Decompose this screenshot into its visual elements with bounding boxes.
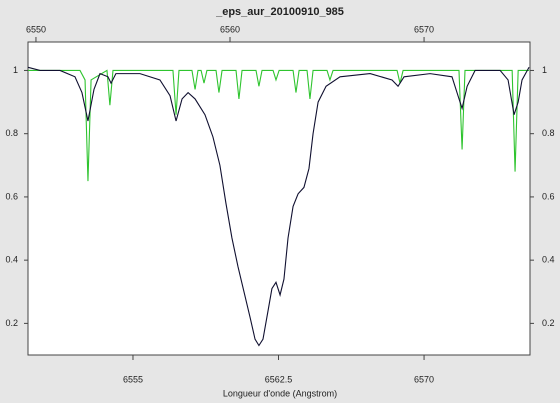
y-tick-label: 0.6 [5,191,18,201]
y2-tick-label: 0.2 [542,318,555,328]
x2-tick-label: 6550 [26,24,46,34]
y2-tick-label: 0.4 [542,255,555,265]
x2-tick-label: 6560 [220,24,240,34]
x-axis-label: Longueur d'onde (Angstrom) [223,388,337,398]
x-tick-label: 6562.5 [265,374,293,384]
x-tick-label: 6570 [414,374,434,384]
y-tick-label: 0.4 [5,255,18,265]
spectrum-line [28,69,530,182]
y-tick-label: 0.2 [5,318,18,328]
y-tick-label: 0.8 [5,128,18,138]
plot-area [27,41,531,356]
y2-tick-label: 1 [542,65,547,75]
spectrum-line [27,66,530,347]
y-tick-label: 1 [13,65,18,75]
x-tick-label: 6555 [123,374,143,384]
y2-tick-label: 0.8 [542,128,555,138]
y2-tick-label: 0.6 [542,191,555,201]
x2-tick-label: 6570 [414,24,434,34]
chart-title: _eps_aur_20100910_985 [215,6,344,18]
